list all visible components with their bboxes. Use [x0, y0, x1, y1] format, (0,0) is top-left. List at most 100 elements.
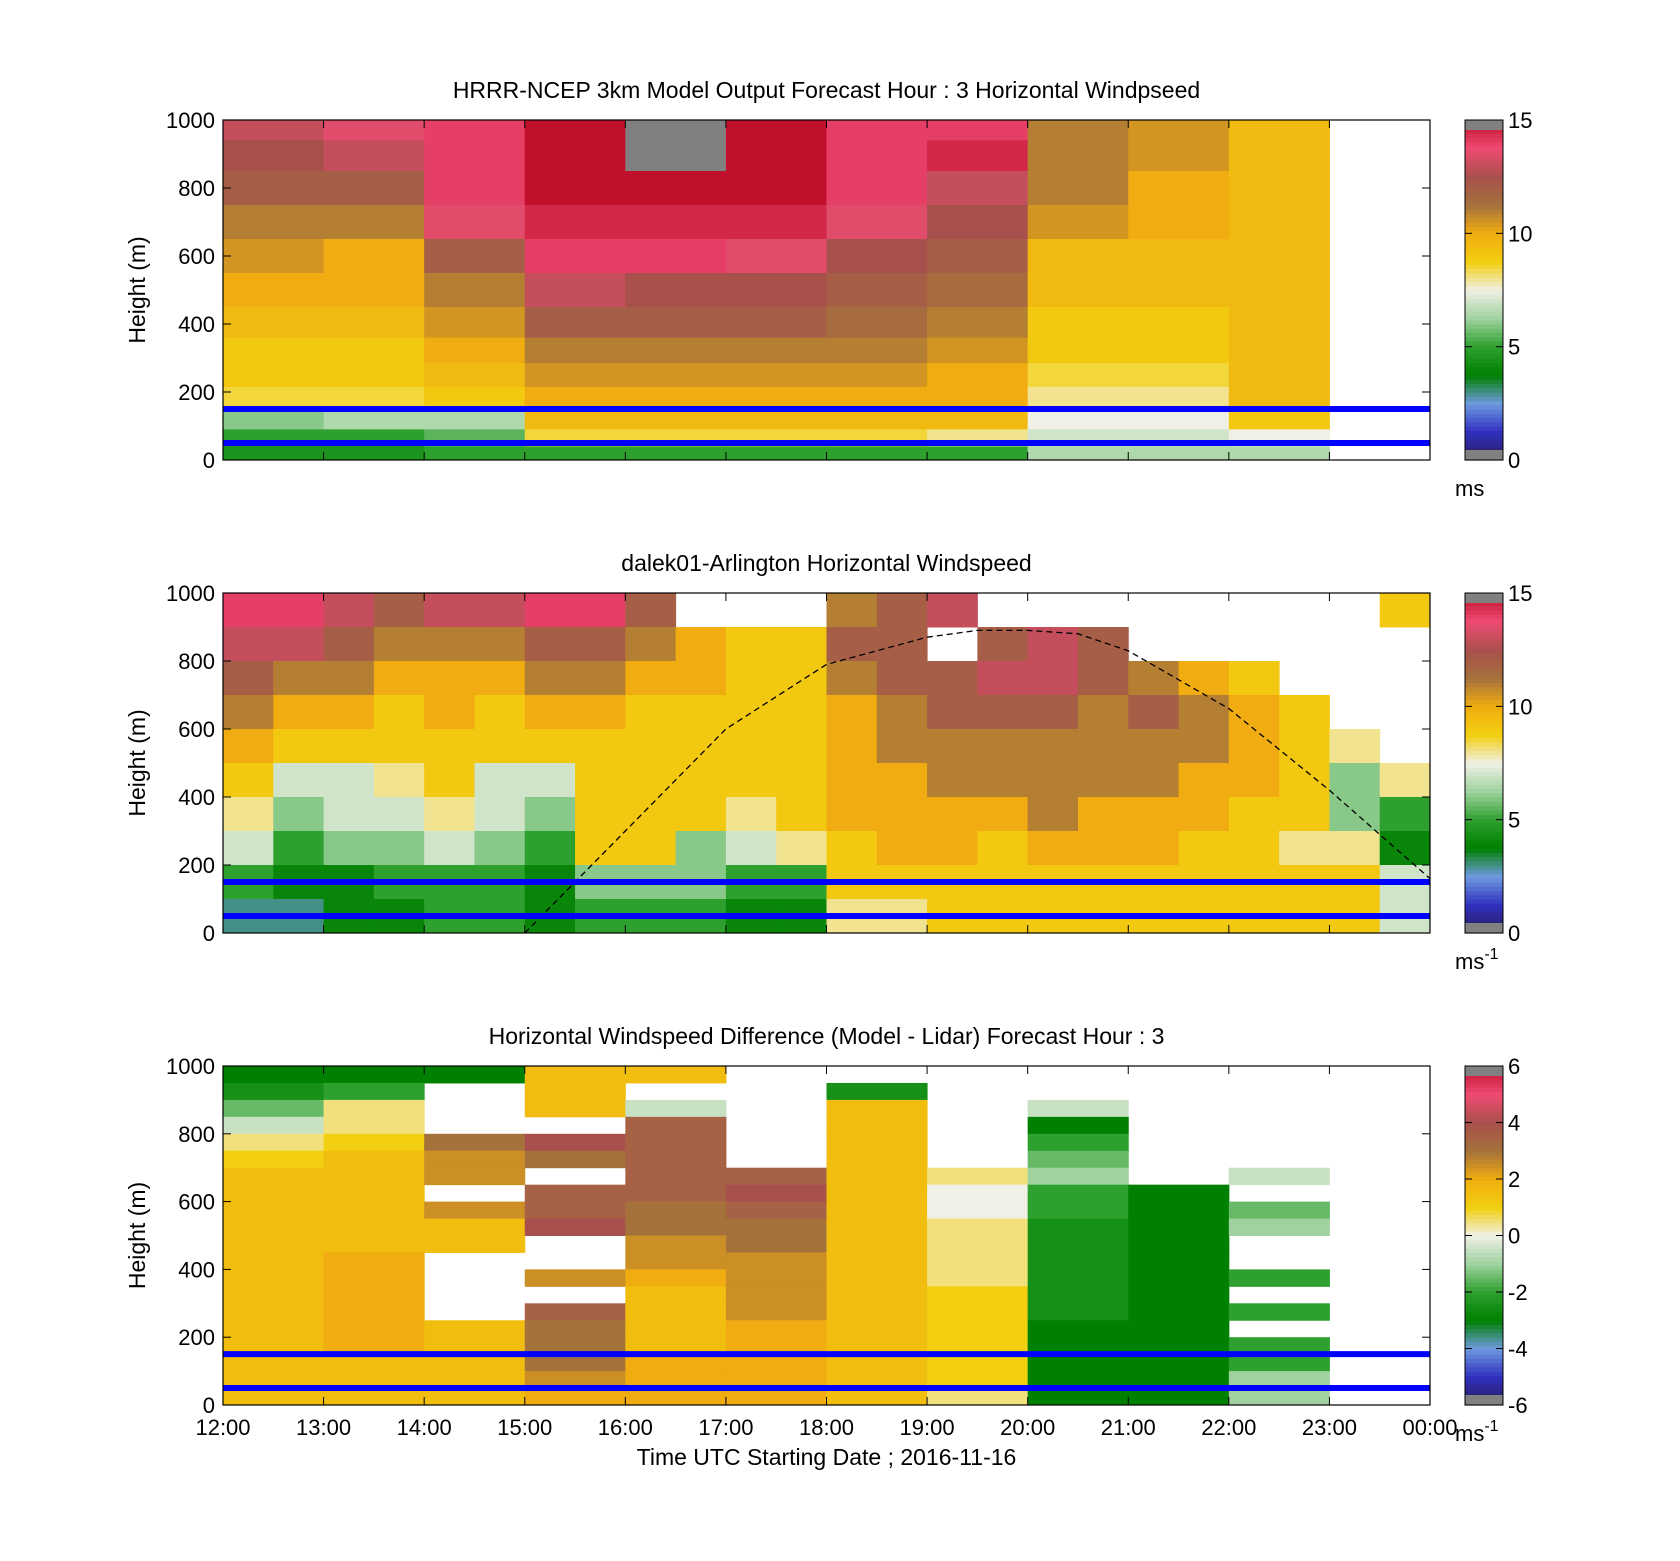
colorbar-segment: [1465, 273, 1503, 278]
heatmap-cell: [524, 239, 626, 274]
heatmap-cell: [977, 763, 1029, 798]
colorbar-segment: [1465, 1146, 1503, 1152]
colorbar-segment: [1465, 209, 1503, 215]
colorbar-segment: [1465, 1142, 1503, 1148]
heatmap-cell: [625, 1099, 727, 1118]
colorbar-segment: [1465, 652, 1503, 658]
colorbar-tick-label: 5: [1508, 808, 1520, 833]
colorbar-segment: [1465, 716, 1503, 722]
colorbar-segment: [1465, 404, 1503, 410]
heatmap-cell: [1228, 1354, 1330, 1372]
colorbar-segment: [1465, 1379, 1503, 1385]
colorbar-tick-label: 0: [1508, 1224, 1520, 1249]
colorbar-over: [1465, 120, 1503, 130]
colorbar-segment: [1465, 324, 1503, 329]
heatmap-cell: [1228, 695, 1280, 730]
colorbar-segment: [1465, 1133, 1503, 1139]
heatmap-cell: [424, 729, 475, 764]
colorbar-segment: [1465, 1349, 1503, 1355]
colorbar-segment: [1465, 699, 1503, 705]
heatmap-cell: [1279, 695, 1330, 730]
heatmap-cell: [1128, 1286, 1230, 1304]
heatmap-cell: [474, 695, 526, 730]
heatmap-cell: [1228, 1167, 1330, 1186]
heatmap-cell: [927, 1371, 1029, 1389]
colorbar-segment: [1465, 690, 1503, 696]
heatmap-cell: [1027, 337, 1129, 364]
heatmap-cell: [927, 205, 1029, 240]
colorbar-segment: [1465, 1163, 1503, 1169]
heatmap-cell: [223, 1235, 325, 1253]
heatmap-cell: [826, 1116, 928, 1135]
heatmap-cell: [1027, 763, 1079, 798]
heatmap-cell: [625, 446, 727, 461]
colorbar-segment: [1465, 349, 1503, 355]
colorbar-segment: [1465, 618, 1503, 624]
colorbar-segment: [1465, 852, 1503, 858]
heatmap-cell: [1178, 797, 1230, 832]
heatmap-cell: [424, 1218, 526, 1236]
heatmap-cell: [524, 1269, 626, 1287]
heatmap-cell: [625, 1286, 727, 1304]
colorbar-segment: [1465, 290, 1503, 295]
heatmap-cell: [424, 1133, 526, 1152]
y-tick-label: 400: [178, 312, 215, 337]
heatmap-cell: [524, 831, 576, 866]
heatmap-cell: [625, 1066, 727, 1084]
colorbar-segment: [1465, 631, 1503, 637]
colorbar-segment: [1465, 860, 1503, 866]
heatmap-cell: [625, 171, 727, 206]
colorbar-segment: [1465, 1243, 1503, 1249]
heatmap-cell: [927, 695, 978, 730]
heatmap-cell: [424, 120, 526, 141]
heatmap-cell: [1128, 1337, 1230, 1355]
heatmap-cell: [826, 1320, 928, 1338]
heatmap-cell: [1228, 661, 1280, 696]
y-tick-label: 1000: [166, 1054, 215, 1079]
colorbar-segment: [1465, 1176, 1503, 1182]
heatmap-cell: [927, 763, 978, 798]
heatmap-cell: [826, 627, 878, 662]
colorbar-segment: [1465, 1316, 1503, 1321]
heatmap-cell: [1027, 1252, 1129, 1270]
colorbar-segment: [1465, 916, 1503, 921]
heatmap-cell: [323, 171, 425, 206]
colorbar: 0 5 10 15 ms: [1455, 108, 1532, 501]
colorbar-segment: [1465, 1201, 1503, 1207]
heatmap-cell: [1027, 1337, 1129, 1355]
colorbar-segment: [1465, 447, 1503, 453]
heatmap-cell: [826, 1371, 928, 1389]
colorbar-segment: [1465, 1112, 1503, 1118]
heatmap-cell: [323, 1354, 425, 1372]
heatmap-cell: [1228, 1388, 1330, 1406]
heatmap-cell: [223, 239, 325, 274]
colorbar-segment: [1465, 1392, 1503, 1398]
heatmap-cell: [625, 1320, 727, 1338]
heatmap-cell: [1178, 831, 1230, 866]
heatmap-cell: [1178, 695, 1230, 730]
heatmap-cell: [1128, 171, 1230, 206]
colorbar-segment: [1465, 1324, 1503, 1330]
heatmap-cell: [373, 797, 425, 832]
heatmap-cell: [725, 1337, 827, 1355]
colorbar-segment: [1465, 686, 1503, 692]
heatmap-cell: [625, 831, 677, 866]
panel-title: Horizontal Windspeed Difference (Model -…: [489, 1023, 1165, 1049]
heatmap-cell: [927, 1337, 1029, 1355]
colorbar-units-superscript: -1: [1484, 946, 1498, 963]
heatmap-cell: [1128, 1354, 1230, 1372]
colorbar-frame: [1464, 119, 1504, 461]
colorbar-segment: [1465, 733, 1503, 739]
heatmap-cell: [223, 831, 274, 866]
heatmap-cell: [223, 1303, 325, 1321]
colorbar-segment: [1465, 1210, 1503, 1215]
heatmap-cell: [826, 661, 878, 696]
colorbar-segment: [1465, 1167, 1503, 1173]
y-axis-label: Height (m): [124, 236, 150, 343]
heatmap-cell: [223, 386, 325, 410]
heatmap-cell: [1128, 120, 1230, 141]
heatmap-cell: [725, 1371, 827, 1389]
heatmap-cell: [424, 239, 526, 274]
colorbar-segment: [1465, 869, 1503, 875]
